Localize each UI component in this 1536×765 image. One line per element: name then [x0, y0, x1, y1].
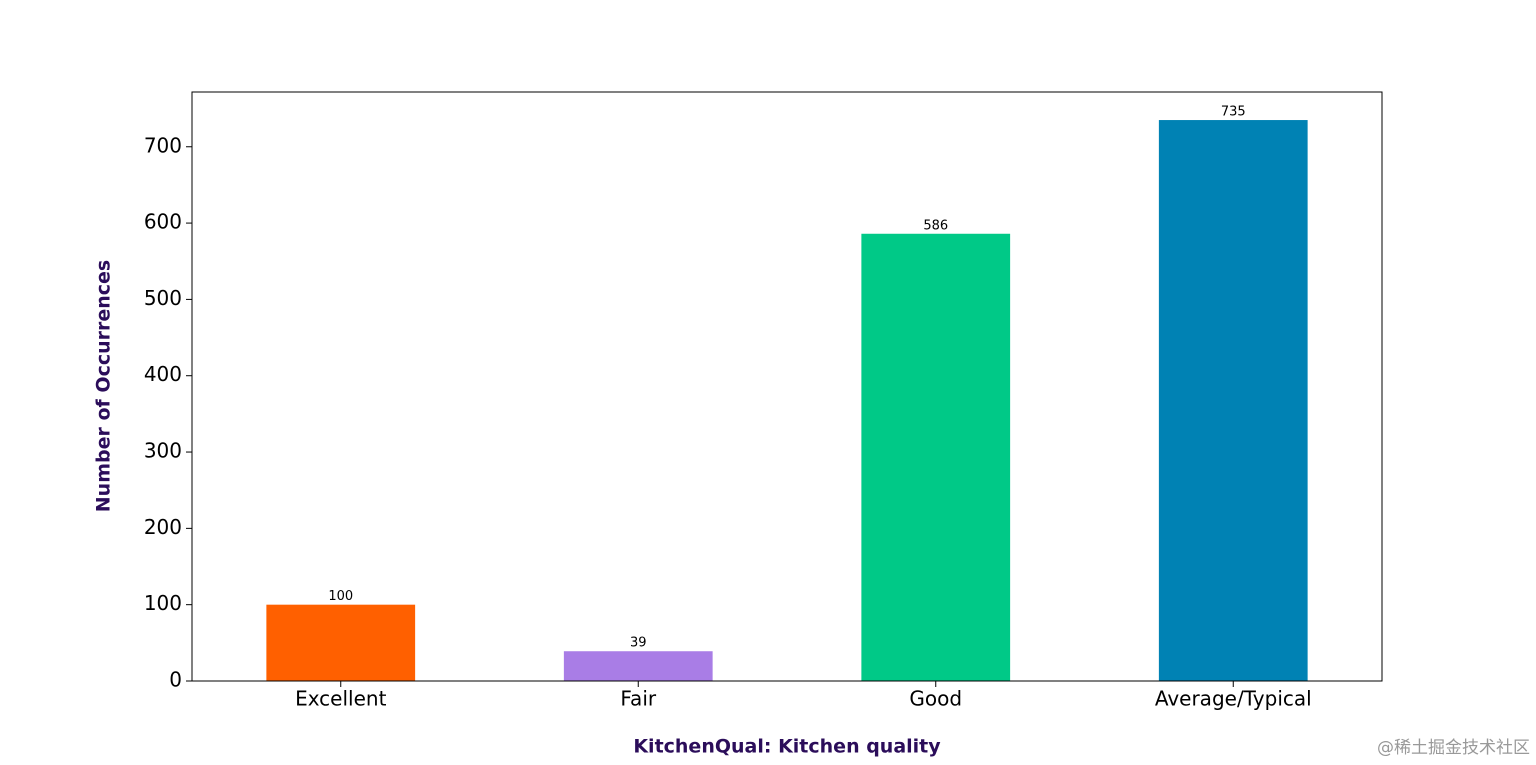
value-label: 586: [923, 218, 948, 233]
y-tick-label: 400: [144, 362, 182, 386]
y-axis-label: Number of Occurrences: [93, 260, 115, 512]
bar: [1158, 120, 1308, 682]
y-tick-label: 700: [144, 133, 182, 157]
value-label: 39: [630, 636, 647, 651]
bar: [266, 604, 416, 681]
y-tick-label: 300: [144, 439, 182, 463]
bar: [563, 651, 713, 681]
value-label: 100: [328, 589, 353, 604]
y-tick-label: 200: [144, 515, 182, 539]
y-tick-label: 100: [144, 591, 182, 615]
plot-frame: [191, 91, 1383, 682]
y-tick-label: 500: [144, 286, 182, 310]
value-label: 735: [1221, 105, 1246, 120]
bar: [861, 233, 1011, 681]
y-tick-label: 0: [169, 668, 182, 692]
watermark: @稀土掘金技术社区: [1377, 738, 1530, 758]
x-tick-label: Average/Typical: [1155, 687, 1312, 711]
x-tick-label: Excellent: [295, 687, 387, 711]
x-axis-label: KitchenQual: Kitchen quality: [633, 736, 941, 758]
x-tick-label: Good: [909, 687, 962, 711]
x-tick-label: Fair: [620, 687, 656, 711]
y-tick-label: 600: [144, 210, 182, 234]
